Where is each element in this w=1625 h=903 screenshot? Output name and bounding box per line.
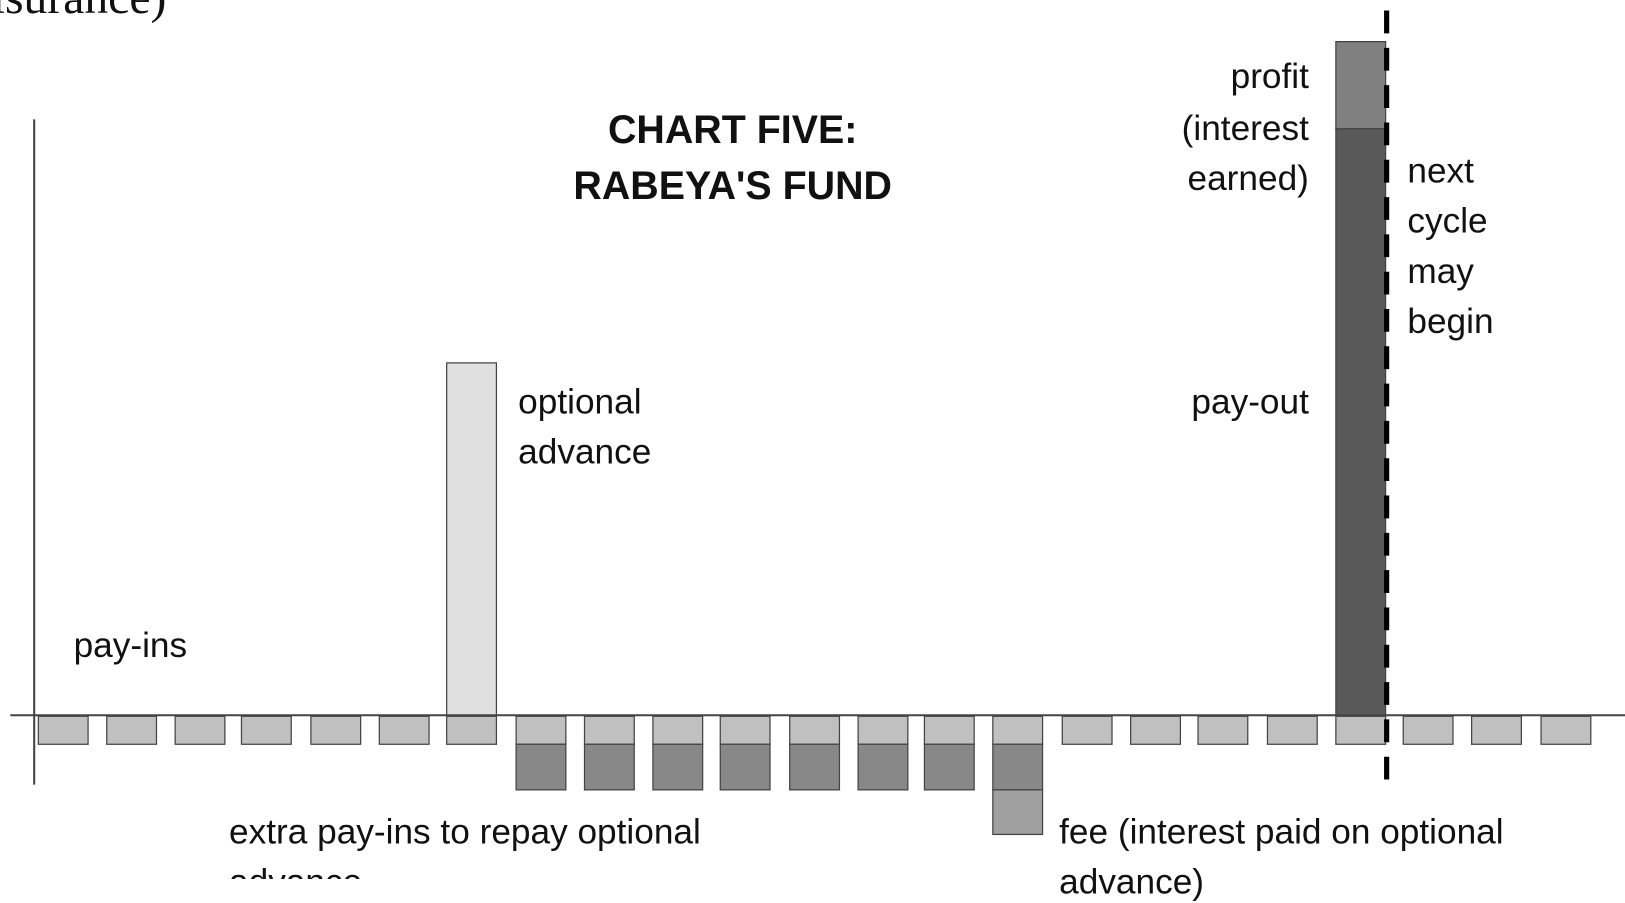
optional-advance-bar: [446, 362, 498, 716]
label: (interest: [1182, 109, 1309, 148]
label: pay-out: [1191, 383, 1309, 422]
pay-in-bar: [37, 715, 89, 745]
label: next: [1407, 152, 1474, 191]
header-fragment: isurance): [0, 0, 166, 24]
pay-in-bar: [515, 715, 567, 745]
label: advance: [229, 862, 362, 901]
pay-in-bar: [1061, 715, 1113, 745]
pay-in-bar: [1130, 715, 1182, 745]
label: pay-ins: [74, 626, 188, 665]
label: begin: [1407, 302, 1493, 341]
pay-in-bar: [923, 715, 975, 745]
repay-bar: [789, 743, 841, 791]
label: profit: [1231, 57, 1310, 96]
pay-in-bar: [583, 715, 635, 745]
label: may: [1407, 252, 1474, 291]
repay-bar: [652, 743, 704, 791]
repay-bar: [992, 743, 1044, 791]
pay-in-bar: [1335, 715, 1387, 745]
label: fee (interest paid on optional: [1059, 813, 1503, 852]
pay-in-bar: [719, 715, 771, 745]
repay-bar: [719, 743, 771, 791]
repay-bar: [857, 743, 909, 791]
pay-in-bar: [1197, 715, 1249, 745]
pay-in-bar: [992, 715, 1044, 745]
label: optional: [518, 383, 641, 422]
pay-in-bar: [1540, 715, 1592, 745]
pay-in-bar: [857, 715, 909, 745]
pay-in-bar: [1266, 715, 1318, 745]
pay-in-bar: [652, 715, 704, 745]
pay-in-bar: [789, 715, 841, 745]
pay-in-bar: [310, 715, 362, 745]
pay-in-bar: [378, 715, 430, 745]
bars: [37, 41, 1592, 836]
pay-in-bar: [106, 715, 158, 745]
pay-in-bar: [174, 715, 226, 745]
pay-in-bar: [446, 715, 498, 745]
repay-bar: [515, 743, 567, 791]
label: earned): [1188, 159, 1309, 198]
fee-bar: [992, 789, 1044, 836]
repay-bar: [583, 743, 635, 791]
pay-in-bar: [240, 715, 292, 745]
pay-in-bar: [1470, 715, 1522, 745]
payout-bar: [1335, 128, 1387, 716]
label: advance: [518, 432, 651, 471]
label: extra pay-ins to repay optional: [229, 813, 701, 852]
label: cycle: [1407, 201, 1487, 240]
label: advance): [1059, 862, 1204, 901]
chart-title: CHART FIVE:: [608, 108, 857, 152]
profit-bar: [1335, 41, 1387, 130]
pay-in-bar: [1402, 715, 1454, 745]
chart-title: RABEYA'S FUND: [573, 164, 892, 208]
repay-bar: [923, 743, 975, 791]
